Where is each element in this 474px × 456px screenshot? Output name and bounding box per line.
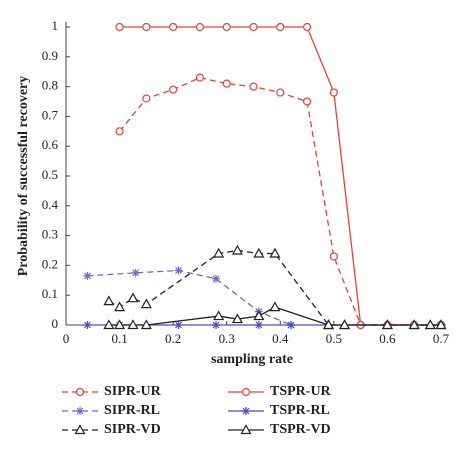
marker bbox=[339, 319, 351, 330]
y-tick-label: 0.1 bbox=[42, 286, 58, 301]
marker bbox=[329, 252, 338, 261]
marker bbox=[269, 301, 281, 312]
marker bbox=[142, 22, 151, 32]
y-axis-label: Probability of successful recovery bbox=[16, 76, 31, 277]
marker bbox=[254, 321, 263, 329]
x-axis-label: sampling rate bbox=[211, 352, 293, 367]
marker bbox=[140, 298, 152, 309]
series-line bbox=[87, 269, 292, 326]
marker bbox=[103, 319, 115, 330]
y-tick-label: 0.9 bbox=[42, 48, 58, 63]
y-tick-label: 0 bbox=[52, 316, 59, 331]
marker bbox=[276, 22, 285, 32]
marker bbox=[249, 82, 258, 91]
marker bbox=[169, 22, 178, 32]
marker bbox=[249, 22, 258, 32]
marker bbox=[127, 292, 139, 303]
series-line bbox=[119, 26, 441, 326]
series-line bbox=[108, 249, 441, 326]
marker bbox=[195, 22, 205, 32]
y-tick-label: 0.2 bbox=[42, 256, 58, 271]
marker bbox=[322, 319, 335, 330]
x-tick-label: 0.5 bbox=[326, 331, 342, 346]
marker bbox=[142, 94, 151, 103]
marker bbox=[253, 310, 265, 321]
x-tick-label: 0.4 bbox=[272, 331, 289, 346]
marker bbox=[231, 244, 243, 255]
series-line bbox=[119, 76, 441, 326]
marker bbox=[169, 85, 178, 94]
y-tick-label: 0.3 bbox=[42, 227, 58, 242]
x-tick-label: 0.1 bbox=[111, 331, 127, 346]
y-tick-label: 0.5 bbox=[42, 167, 58, 182]
marker bbox=[115, 22, 124, 32]
marker bbox=[140, 319, 152, 330]
legend-marker bbox=[242, 407, 250, 415]
marker bbox=[287, 321, 295, 329]
marker bbox=[131, 268, 140, 277]
x-tick-label: 0 bbox=[63, 331, 70, 346]
marker bbox=[83, 321, 92, 329]
marker bbox=[213, 247, 225, 258]
marker bbox=[212, 321, 220, 329]
legend-label: TSPR-RL bbox=[270, 403, 330, 418]
marker bbox=[83, 271, 92, 280]
marker bbox=[115, 127, 124, 136]
marker bbox=[103, 295, 115, 306]
x-tick-label: 0.2 bbox=[165, 331, 181, 346]
y-tick-label: 0.8 bbox=[42, 78, 58, 93]
marker bbox=[114, 301, 126, 312]
marker bbox=[329, 88, 338, 97]
marker bbox=[231, 313, 243, 324]
y-tick-label: 0.7 bbox=[42, 107, 59, 122]
legend-label: SIPR-VD bbox=[104, 422, 161, 437]
legend-label: SIPR-UR bbox=[104, 384, 162, 399]
x-tick-label: 0.3 bbox=[219, 331, 235, 346]
marker bbox=[213, 310, 225, 321]
marker bbox=[424, 319, 436, 330]
marker bbox=[269, 247, 281, 258]
x-tick-label: 0.6 bbox=[379, 331, 396, 346]
marker bbox=[212, 274, 220, 283]
marker bbox=[195, 73, 205, 82]
marker bbox=[253, 247, 265, 258]
marker bbox=[127, 319, 139, 330]
legend-marker bbox=[76, 407, 84, 415]
legend-marker bbox=[75, 387, 85, 397]
marker bbox=[222, 22, 231, 32]
legend-marker bbox=[240, 424, 252, 435]
marker bbox=[302, 97, 312, 106]
marker bbox=[302, 22, 312, 32]
marker bbox=[114, 319, 126, 330]
legend-label: TSPR-UR bbox=[270, 384, 332, 399]
y-tick-label: 0.4 bbox=[42, 197, 59, 212]
marker bbox=[276, 88, 285, 97]
marker bbox=[435, 319, 447, 330]
marker bbox=[408, 319, 420, 330]
legend-label: TSPR-VD bbox=[270, 422, 331, 437]
x-tick-label: 0.7 bbox=[433, 331, 450, 346]
y-tick-label: 0.6 bbox=[42, 137, 59, 152]
marker bbox=[222, 79, 231, 88]
marker bbox=[174, 266, 183, 275]
y-tick-label: 1 bbox=[52, 18, 59, 33]
marker bbox=[174, 321, 183, 329]
marker bbox=[381, 319, 393, 330]
legend-marker bbox=[74, 424, 86, 435]
legend-label: SIPR-RL bbox=[104, 403, 160, 418]
legend-marker bbox=[241, 387, 251, 397]
